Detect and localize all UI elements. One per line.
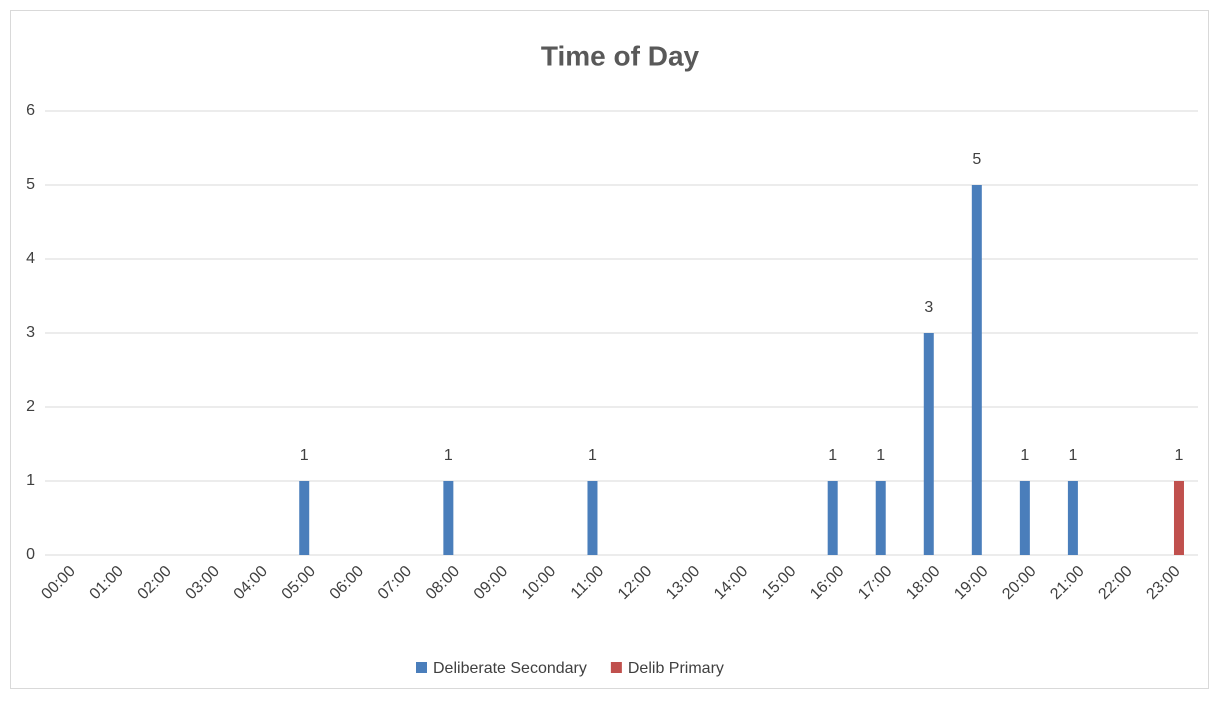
data-label: 3 (924, 299, 933, 316)
y-tick-label: 0 (26, 546, 35, 563)
bar (971, 185, 982, 555)
bar (1067, 481, 1078, 555)
bar (443, 481, 454, 555)
data-label: 1 (1175, 447, 1184, 464)
bar (1173, 481, 1184, 555)
y-tick-label: 2 (26, 398, 35, 415)
bar (875, 481, 886, 555)
legend-label: Deliberate Secondary (433, 660, 587, 677)
y-tick-label: 6 (26, 102, 35, 119)
chart-title: Time of Day (541, 40, 700, 71)
y-tick-label: 4 (26, 250, 35, 267)
data-label: 1 (1020, 447, 1029, 464)
bar (299, 481, 310, 555)
bar (827, 481, 838, 555)
bar (587, 481, 598, 555)
data-label: 1 (828, 447, 837, 464)
legend-swatch (416, 662, 427, 673)
data-label: 1 (588, 447, 597, 464)
data-label: 1 (444, 447, 453, 464)
bar (923, 333, 934, 555)
data-label: 1 (1068, 447, 1077, 464)
y-tick-label: 3 (26, 324, 35, 341)
data-label: 5 (972, 151, 981, 168)
data-label: 1 (300, 447, 309, 464)
legend-label: Delib Primary (628, 660, 724, 677)
chart-frame (10, 10, 1209, 689)
bar (1019, 481, 1030, 555)
y-tick-label: 1 (26, 472, 35, 489)
legend-swatch (610, 662, 622, 673)
y-tick-label: 5 (26, 176, 35, 193)
data-label: 1 (876, 447, 885, 464)
